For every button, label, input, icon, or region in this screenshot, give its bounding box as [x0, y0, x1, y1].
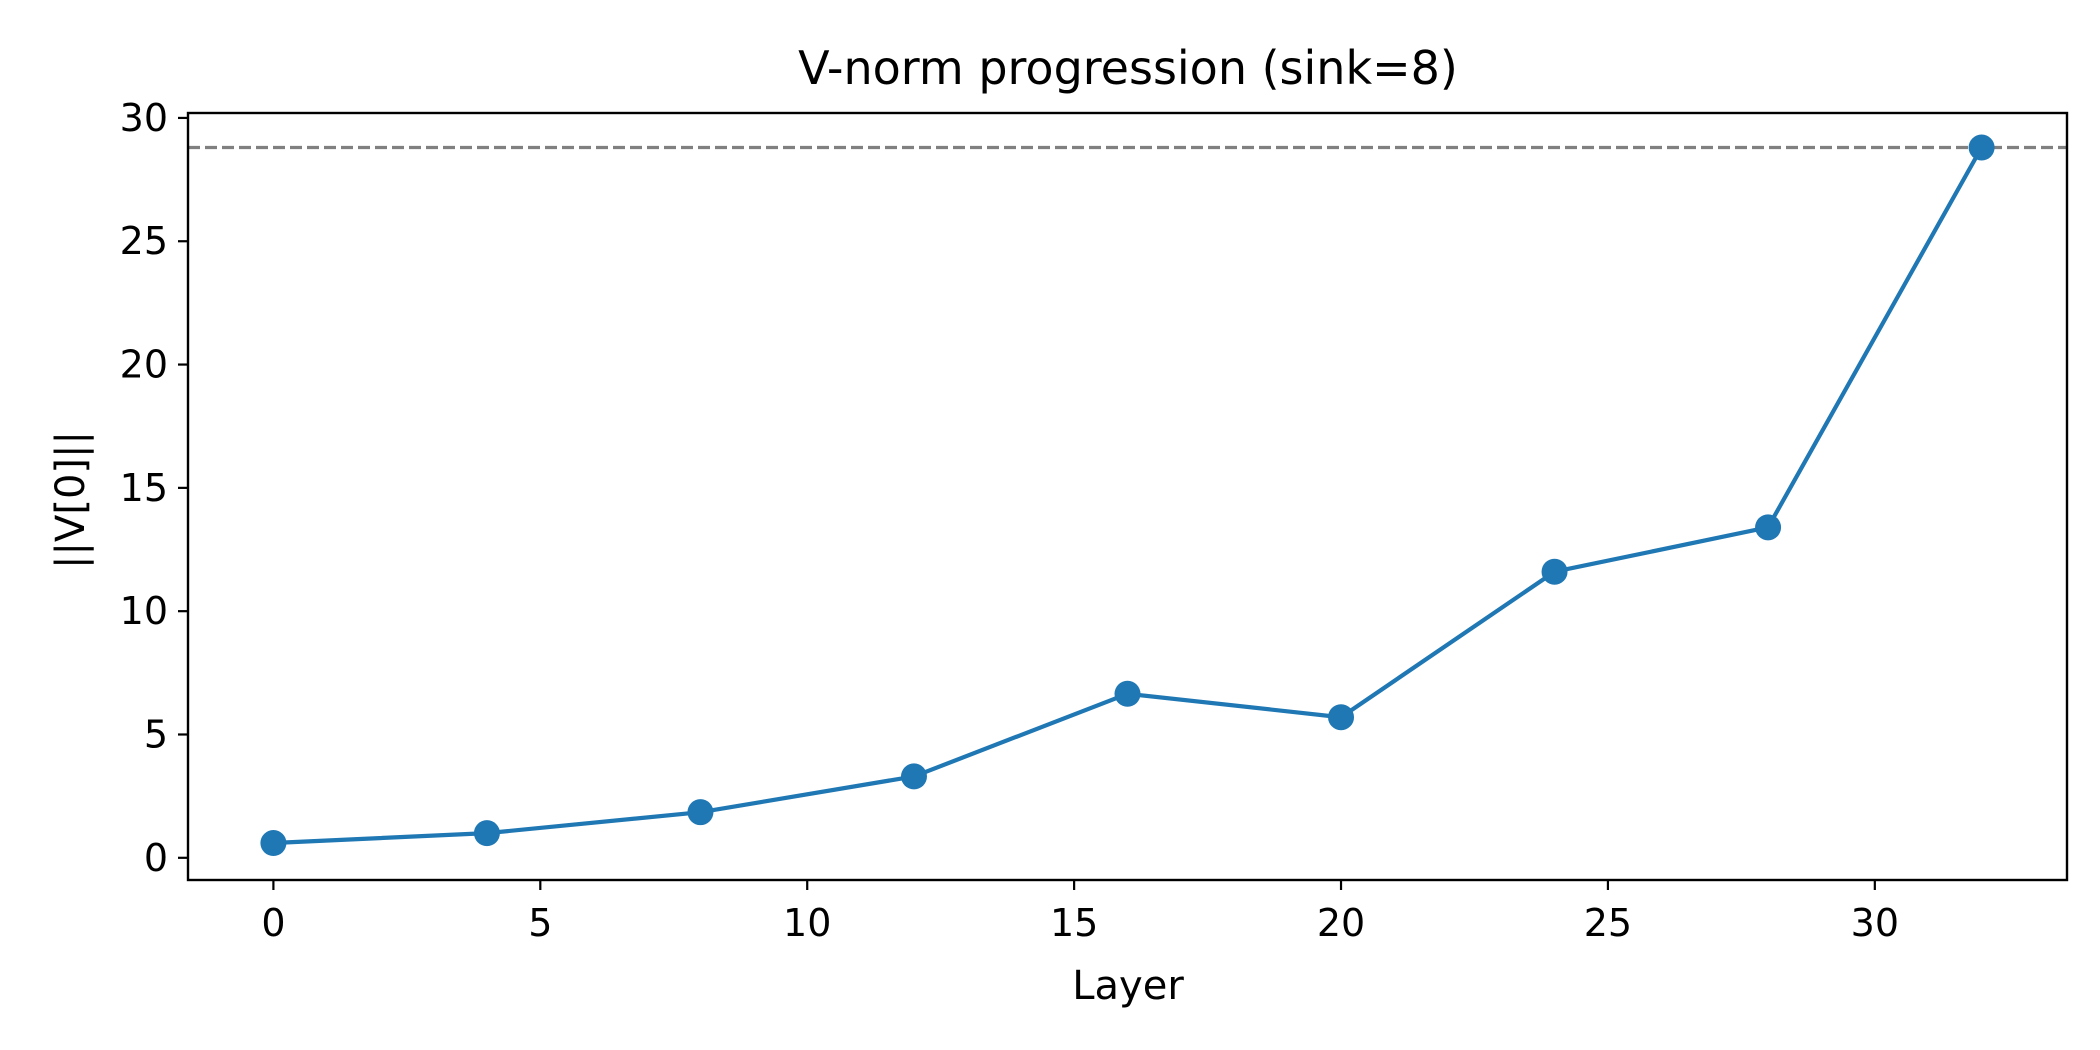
series-line: [271, 145, 1984, 846]
data-point: [1114, 680, 1141, 707]
plot-frame: [186, 111, 2069, 882]
x-tick-label: 0: [261, 901, 285, 945]
x-tick-label: 20: [1317, 901, 1365, 945]
y-tick-label: 30: [120, 96, 168, 140]
y-tick-label: 10: [120, 589, 168, 633]
plot-area-content: [188, 134, 2067, 857]
x-tick-label: 10: [783, 901, 831, 945]
data-point: [1755, 514, 1782, 541]
y-tick-label: 25: [120, 219, 168, 263]
y-tick-label: 5: [144, 712, 168, 756]
x-tick-label: 25: [1584, 901, 1632, 945]
x-tick-label: 5: [528, 901, 552, 945]
y-axis-title: ||V[0]||: [48, 431, 94, 569]
data-point: [1968, 134, 1995, 161]
data-point: [1541, 558, 1568, 585]
y-tick-label: 15: [120, 466, 168, 510]
y-tick-label: 20: [120, 343, 168, 387]
data-point: [1328, 704, 1355, 731]
chart-title: V-norm progression (sink=8): [798, 41, 1458, 95]
data-point: [473, 820, 500, 847]
data-point: [260, 830, 287, 857]
x-tick-label: 15: [1050, 901, 1098, 945]
x-tick-label: 30: [1851, 901, 1899, 945]
data-point: [687, 799, 714, 826]
data-point: [900, 763, 927, 790]
x-axis-title: Layer: [1072, 963, 1184, 1009]
y-tick-label: 0: [144, 836, 168, 880]
